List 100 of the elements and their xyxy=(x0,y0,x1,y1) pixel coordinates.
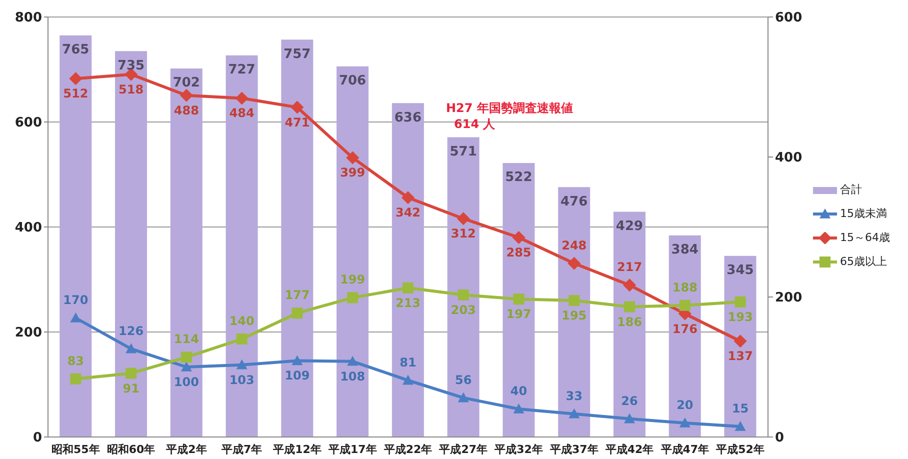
point xyxy=(734,296,746,308)
data-label: 757 xyxy=(284,46,311,62)
point xyxy=(513,404,524,414)
data-label: 170 xyxy=(63,293,88,307)
bar xyxy=(226,55,258,437)
point xyxy=(458,289,469,300)
data-label: 193 xyxy=(728,310,753,324)
data-label: 100 xyxy=(174,375,199,389)
data-label: 484 xyxy=(229,106,254,120)
x-tick-label: 平成27年 xyxy=(438,442,488,456)
point xyxy=(347,292,358,304)
data-label: 40 xyxy=(510,384,528,398)
bar xyxy=(336,66,369,437)
x-tick-label: 平成52年 xyxy=(715,442,764,456)
x-tick-label: 平成37年 xyxy=(549,442,598,456)
data-label: 429 xyxy=(616,219,644,234)
bar xyxy=(115,51,148,437)
point xyxy=(734,421,746,431)
data-label: 571 xyxy=(450,144,477,160)
bar xyxy=(60,35,92,437)
data-label: 384 xyxy=(671,242,698,258)
data-label: 512 xyxy=(63,86,88,101)
point xyxy=(290,100,304,114)
data-label: 195 xyxy=(562,308,587,322)
y2-tick-label: 600 xyxy=(775,10,802,26)
data-label: 471 xyxy=(284,115,310,130)
data-label: 285 xyxy=(506,246,532,260)
point xyxy=(70,312,82,322)
data-label: 342 xyxy=(395,206,421,220)
x-tick-label: 平成32年 xyxy=(494,442,543,456)
point xyxy=(402,191,414,204)
data-label: 345 xyxy=(726,263,754,278)
y2-tick-label: 0 xyxy=(775,430,784,446)
x-tick-label: 平成7年 xyxy=(220,442,262,456)
y2-tick-label: 200 xyxy=(775,290,802,306)
bar xyxy=(502,162,535,437)
bar xyxy=(613,212,646,437)
point xyxy=(734,334,747,348)
bar xyxy=(170,68,202,437)
y-tick-label: 600 xyxy=(14,116,42,131)
point xyxy=(456,212,470,226)
point xyxy=(624,301,636,312)
data-label: 399 xyxy=(340,166,366,180)
data-label: 56 xyxy=(455,372,472,387)
point xyxy=(126,343,137,354)
data-label: 103 xyxy=(229,372,254,387)
data-label: 137 xyxy=(728,349,753,364)
point xyxy=(292,355,303,366)
data-label: 727 xyxy=(228,62,256,78)
data-label: 177 xyxy=(284,288,310,302)
point xyxy=(624,413,636,424)
data-label: 114 xyxy=(174,332,199,346)
legend-label: 65歳以上 xyxy=(840,254,887,269)
data-label: 522 xyxy=(505,170,532,186)
point xyxy=(512,231,526,244)
data-label: 735 xyxy=(117,58,145,74)
y-tick-label: 0 xyxy=(32,430,42,446)
data-label: 126 xyxy=(118,324,144,338)
data-label: 765 xyxy=(62,42,90,58)
point xyxy=(568,408,580,418)
data-label: 312 xyxy=(450,226,476,241)
legend-label: 15歳未満 xyxy=(840,206,887,221)
point xyxy=(568,256,581,270)
y-tick-label: 800 xyxy=(14,10,42,26)
x-tick-label: 昭和55年 xyxy=(52,442,100,456)
point xyxy=(346,151,360,164)
point xyxy=(679,418,690,428)
data-label: 518 xyxy=(118,82,144,96)
point xyxy=(402,374,414,385)
data-label: 15 xyxy=(732,402,749,416)
point xyxy=(292,308,303,319)
x-tick-label: 平成2年 xyxy=(165,442,207,456)
data-label: 91 xyxy=(122,381,140,396)
x-tick-label: 平成42年 xyxy=(604,442,654,456)
point xyxy=(458,392,469,402)
data-label: 33 xyxy=(566,388,583,403)
bar xyxy=(392,103,424,437)
point xyxy=(513,294,524,305)
legend-label: 15～64歳 xyxy=(840,230,890,245)
bar xyxy=(558,187,590,437)
x-tick-label: 平成22年 xyxy=(382,442,432,456)
data-label: 476 xyxy=(560,194,588,210)
point xyxy=(69,72,82,86)
point xyxy=(180,362,192,372)
data-label: 81 xyxy=(400,355,416,370)
point xyxy=(180,88,193,102)
point xyxy=(236,334,248,344)
y2-tick-label: 400 xyxy=(775,150,802,166)
bar xyxy=(447,137,480,437)
point xyxy=(180,352,192,363)
data-label: 213 xyxy=(395,296,421,310)
point xyxy=(347,356,358,366)
data-label: 186 xyxy=(617,314,642,329)
point xyxy=(70,373,82,384)
data-label: 702 xyxy=(172,76,200,91)
y-tick-label: 400 xyxy=(14,220,42,236)
data-label: 248 xyxy=(562,238,587,252)
data-label: 203 xyxy=(450,302,476,317)
point xyxy=(402,282,414,294)
point xyxy=(679,300,690,311)
